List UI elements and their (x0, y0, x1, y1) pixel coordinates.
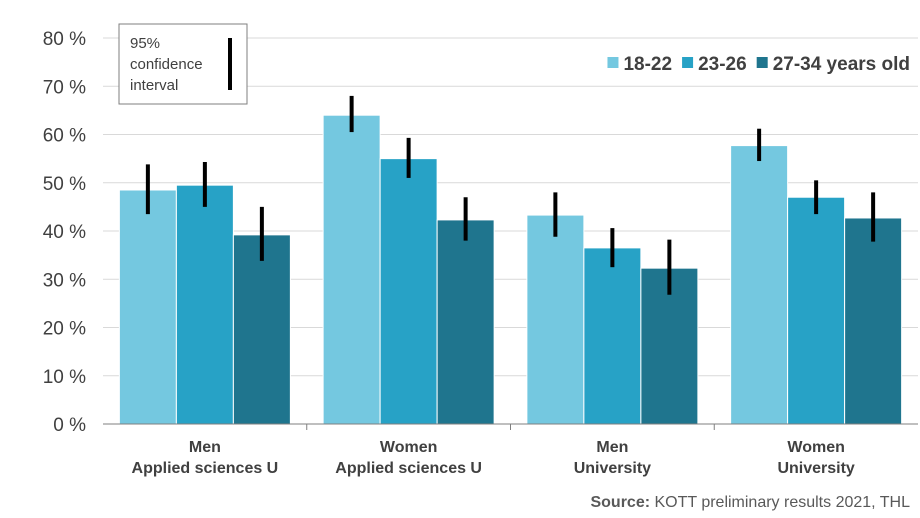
y-tick-label: 60 % (43, 126, 86, 147)
ci-legend-line-2: confidence (130, 56, 203, 73)
x-category-label: Men (596, 439, 628, 456)
y-tick-label: 70 % (43, 77, 86, 98)
legend: 27-34 years old 23-26 18-22 (607, 54, 910, 75)
bar (436, 219, 495, 425)
y-tick-label: 10 % (43, 367, 86, 388)
y-tick-label: 30 % (43, 270, 86, 291)
ci-legend-line-3: interval (130, 77, 178, 94)
bar (379, 158, 438, 425)
x-category-label: Men (189, 439, 221, 456)
source-note: Source: KOTT preliminary results 2021, T… (590, 494, 910, 511)
ci-legend-line-1: 95% (130, 35, 160, 52)
legend-swatch (682, 57, 694, 68)
legend-swatch (607, 57, 619, 68)
legend-label: 23-26 (698, 54, 747, 75)
y-tick-label: 40 % (43, 222, 86, 243)
legend-label: 18-22 (623, 54, 672, 75)
legend-swatch (756, 57, 768, 68)
bar (583, 247, 642, 425)
bar (175, 184, 234, 425)
bar (526, 214, 585, 425)
y-tick-label: 50 % (43, 174, 86, 195)
source-label: Source: (590, 494, 650, 511)
x-axis: Men Applied sciences U Women Applied scienc… (103, 423, 918, 477)
bar (322, 114, 381, 425)
source-text: KOTT preliminary results 2021, THL (650, 494, 910, 511)
bar (844, 217, 903, 425)
bar (730, 145, 789, 425)
x-category-label: Applied sciences U (132, 460, 279, 477)
y-axis: 0 % 10 % 20 % 30 % 40 % 50 % 60 % 70 % 80 % (43, 29, 86, 436)
legend-label: 27-34 years old (773, 54, 910, 75)
bar (118, 189, 177, 425)
x-category-label: Women (787, 439, 844, 456)
error-bars (145, 95, 876, 295)
y-tick-label: 0 % (53, 415, 86, 436)
bars (118, 114, 903, 425)
x-category-label: Women (380, 439, 437, 456)
x-category-label: University (777, 460, 854, 477)
y-tick-label: 80 % (43, 29, 86, 50)
x-category-label: University (574, 460, 651, 477)
bar (787, 196, 846, 425)
y-tick-label: 20 % (43, 319, 86, 340)
x-category-label: Applied sciences U (335, 460, 482, 477)
bar (232, 234, 291, 425)
ci-legend-box: 95% confidence interval (118, 23, 248, 105)
ci-legend-frame (118, 23, 248, 105)
